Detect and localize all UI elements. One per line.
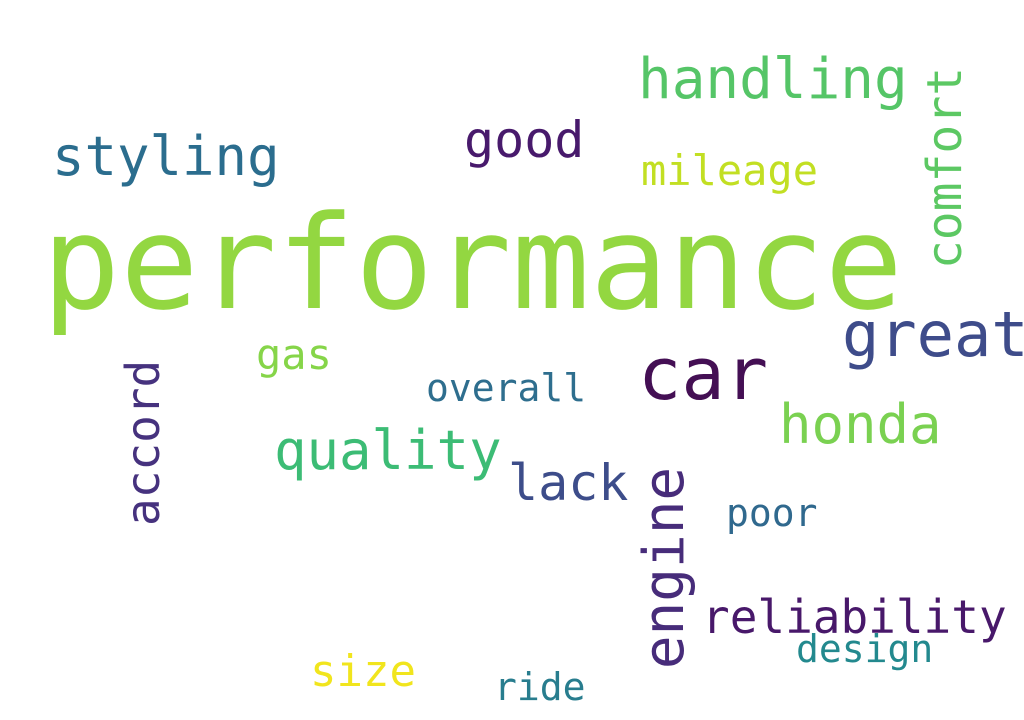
word-quality: quality <box>274 419 502 482</box>
word-poor: poor <box>726 491 818 535</box>
word-good: good <box>464 111 585 169</box>
word-handling: handling <box>638 47 908 112</box>
word-design: design <box>796 627 934 671</box>
word-honda: honda <box>779 393 942 456</box>
word-performance: performance <box>42 187 903 339</box>
word-size: size <box>310 646 416 697</box>
word-gas: gas <box>256 330 332 379</box>
word-ride: ride <box>494 665 586 709</box>
word-overall: overall <box>426 366 587 410</box>
word-great: great <box>842 298 1024 371</box>
word-engine: engine <box>632 466 697 670</box>
word-comfort: comfort <box>917 66 973 270</box>
word-car: car <box>638 332 769 416</box>
word-lack: lack <box>508 454 629 512</box>
word-styling: styling <box>52 125 280 188</box>
word-reliability: reliability <box>702 590 1007 644</box>
word-mileage: mileage <box>641 146 819 195</box>
word-accord: accord <box>116 359 170 526</box>
